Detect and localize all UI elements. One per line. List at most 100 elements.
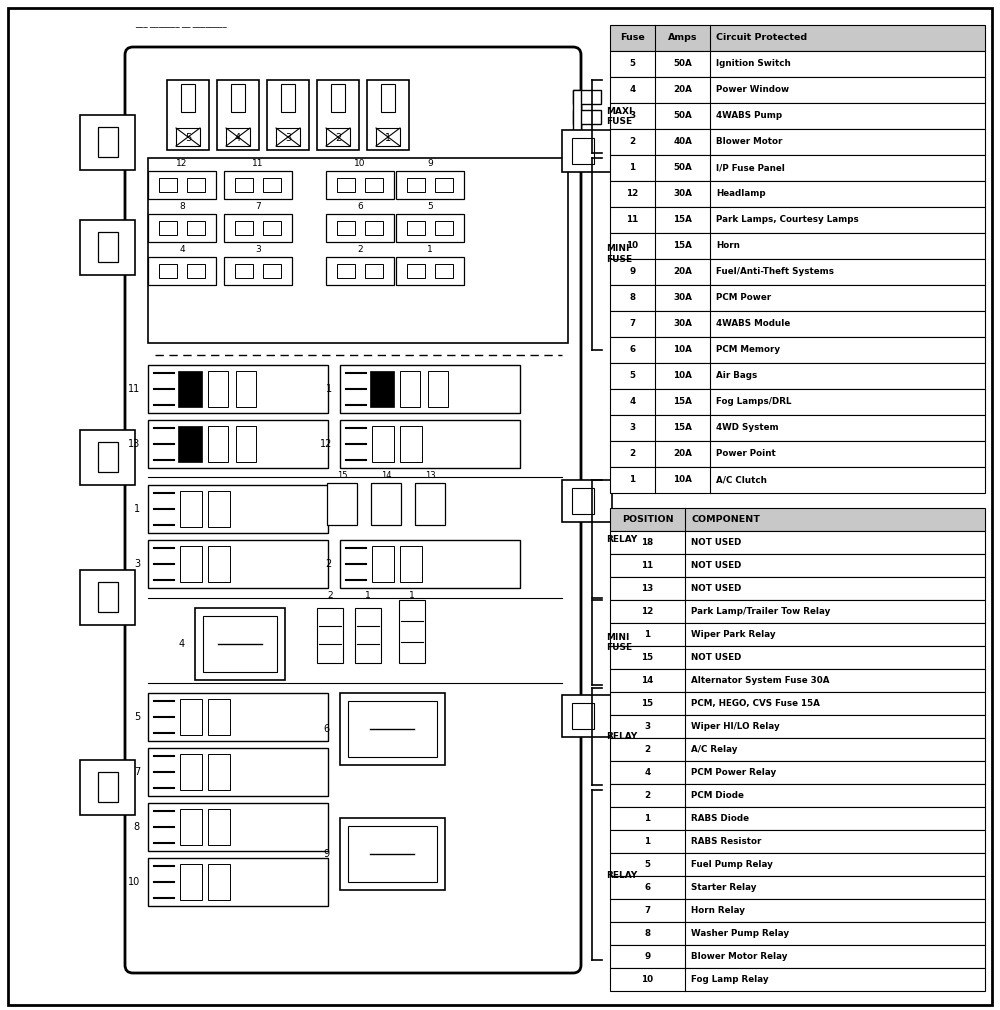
Text: 15: 15 (641, 653, 654, 662)
Text: Blower Motor Relay: Blower Motor Relay (691, 952, 788, 961)
Bar (573, 90, 601, 104)
Text: 10: 10 (641, 975, 654, 984)
Text: 9: 9 (629, 268, 636, 277)
Bar (435, 178, 453, 192)
Bar (396, 257, 464, 285)
Text: I/P Fuse Panel: I/P Fuse Panel (716, 164, 785, 173)
Bar (208, 546, 230, 582)
Bar (98, 232, 118, 262)
Text: COMPONENT: COMPONENT (691, 515, 760, 524)
Text: 11: 11 (128, 384, 140, 394)
Bar (610, 692, 985, 715)
Text: Park Lamp/Trailer Tow Relay: Park Lamp/Trailer Tow Relay (691, 607, 830, 616)
Text: 12: 12 (641, 607, 654, 616)
Text: A/C Relay: A/C Relay (691, 745, 738, 754)
Text: Power Point: Power Point (716, 449, 776, 459)
Text: RELAY: RELAY (606, 871, 637, 880)
Text: 6: 6 (324, 724, 330, 734)
Text: 13: 13 (425, 471, 435, 480)
Text: NOT USED: NOT USED (691, 538, 741, 547)
Text: Ignition Switch: Ignition Switch (716, 60, 791, 69)
Bar (231, 84, 245, 112)
Text: Headlamp: Headlamp (716, 190, 766, 199)
Text: Amps: Amps (668, 33, 697, 42)
Bar (610, 853, 985, 876)
Text: Fuel/Anti-Theft Systems: Fuel/Anti-Theft Systems (716, 268, 834, 277)
Bar (610, 77, 985, 103)
Text: 50A: 50A (673, 60, 692, 69)
Bar (610, 311, 985, 337)
Text: 9: 9 (324, 849, 330, 858)
Bar (224, 257, 292, 285)
Text: PCM Memory: PCM Memory (716, 345, 780, 355)
Text: 7: 7 (644, 906, 651, 915)
Bar (148, 158, 568, 343)
Bar (326, 257, 394, 285)
Bar (148, 214, 216, 242)
Text: 5: 5 (630, 60, 636, 69)
Text: PCM Power Relay: PCM Power Relay (691, 768, 776, 777)
Bar (610, 25, 985, 50)
Text: 11: 11 (641, 561, 654, 570)
Bar (610, 155, 985, 181)
Text: 9: 9 (427, 159, 433, 168)
Bar (610, 600, 985, 623)
Bar (435, 264, 453, 278)
Text: PCM Power: PCM Power (716, 294, 771, 303)
Bar (610, 259, 985, 285)
Text: 1: 1 (385, 133, 391, 143)
Bar (80, 760, 135, 815)
Bar (610, 807, 985, 830)
Bar (562, 480, 612, 522)
Text: 5: 5 (644, 860, 650, 869)
Text: POSITION: POSITION (622, 515, 673, 524)
Bar (326, 171, 394, 199)
Text: 50A: 50A (673, 164, 692, 173)
Bar (435, 221, 453, 235)
Bar (610, 945, 985, 968)
Text: 6: 6 (644, 883, 651, 892)
Text: 2: 2 (327, 591, 333, 600)
Bar (187, 178, 205, 192)
Text: 8: 8 (644, 929, 650, 938)
Bar (372, 546, 394, 582)
Bar (365, 178, 383, 192)
Bar (180, 546, 202, 582)
Text: 1: 1 (409, 591, 415, 600)
Text: MINI
FUSE: MINI FUSE (606, 244, 632, 264)
Text: 30A: 30A (673, 319, 692, 328)
Text: 30A: 30A (673, 190, 692, 199)
Bar (326, 214, 394, 242)
Bar (98, 127, 118, 157)
Text: 20A: 20A (673, 449, 692, 459)
Bar (610, 738, 985, 761)
Text: 10: 10 (354, 159, 366, 168)
Bar (381, 84, 395, 112)
Bar (573, 90, 581, 134)
Text: 12: 12 (626, 190, 639, 199)
Text: 4: 4 (179, 639, 185, 649)
Bar (355, 608, 381, 663)
Text: 15A: 15A (673, 398, 692, 406)
Text: RELAY: RELAY (606, 732, 637, 741)
Text: Blower Motor: Blower Motor (716, 137, 782, 146)
Bar (159, 221, 177, 235)
Bar (148, 748, 328, 796)
Text: RELAY: RELAY (606, 534, 637, 543)
Bar (610, 531, 985, 554)
Bar (208, 371, 228, 407)
Bar (148, 485, 328, 533)
Bar (98, 442, 118, 472)
Text: 3: 3 (644, 722, 651, 731)
Text: 12: 12 (320, 439, 332, 449)
Bar (98, 582, 118, 612)
Text: 1: 1 (629, 164, 636, 173)
Text: 3: 3 (629, 111, 636, 120)
Bar (317, 80, 359, 150)
Text: 4: 4 (629, 86, 636, 95)
Bar (370, 371, 394, 407)
Text: Circuit Protected: Circuit Protected (716, 33, 807, 42)
Bar (610, 922, 985, 945)
Bar (340, 693, 445, 765)
Bar (610, 784, 985, 807)
